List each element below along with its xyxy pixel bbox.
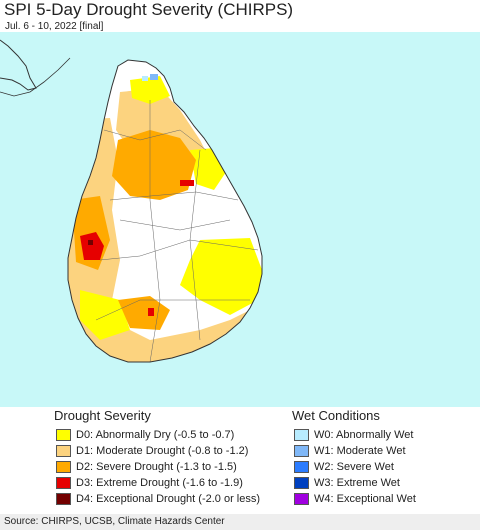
d2-label: D2: Severe Drought (-1.3 to -1.5) [76,461,237,473]
d3-swatch [56,477,71,489]
w1-swatch [294,445,309,457]
d0-label: D0: Abnormally Dry (-0.5 to -0.7) [76,429,235,441]
d4-region-west [88,240,93,245]
w2-label: W2: Severe Wet [314,461,394,473]
wet-legend-item-w3: W3: Extreme Wet [294,476,400,490]
d4-swatch [56,493,71,505]
d0-region-far-north [130,76,170,104]
wet-legend-heading: Wet Conditions [292,408,380,423]
d2-region-central-north [112,130,196,200]
d3-region-south [148,308,154,316]
wet-legend-item-w1: W1: Moderate Wet [294,444,406,458]
w4-label: W4: Exceptional Wet [314,493,416,505]
w4-swatch [294,493,309,505]
w1-region-north [150,74,158,80]
w1-label: W1: Moderate Wet [314,445,406,457]
drought-legend-item-d1: D1: Moderate Drought (-0.8 to -1.2) [56,444,248,458]
source-footer: Source: CHIRPS, UCSB, Climate Hazards Ce… [0,514,480,530]
india-coast [0,39,37,91]
d1-label: D1: Moderate Drought (-0.8 to -1.2) [76,445,249,457]
map-title: SPI 5-Day Drought Severity (CHIRPS) [4,0,294,19]
district-boundaries [95,100,259,362]
d0-region-southwest [80,290,130,340]
w3-swatch [294,477,309,489]
drought-legend-item-d0: D0: Abnormally Dry (-0.5 to -0.7) [56,428,234,442]
wet-legend-item-w2: W2: Severe Wet [294,460,394,474]
drought-legend-item-d4: D4: Exceptional Drought (-2.0 or less) [56,492,260,506]
wet-legend-item-w4: W4: Exceptional Wet [294,492,416,506]
drought-legend-item-d2: D2: Severe Drought (-1.3 to -1.5) [56,460,237,474]
w3-label: W3: Extreme Wet [314,477,400,489]
d2-swatch [56,461,71,473]
drought-legend-item-d3: D3: Extreme Drought (-1.6 to -1.9) [56,476,243,490]
d3-label: D3: Extreme Drought (-1.6 to -1.9) [76,477,243,489]
wet-legend-item-w0: W0: Abnormally Wet [294,428,413,442]
drought-legend-heading: Drought Severity [54,408,151,423]
d0-swatch [56,429,71,441]
d0-region-southeast [180,238,262,315]
d1-swatch [56,445,71,457]
w2-swatch [294,461,309,473]
india-coast-2 [0,57,71,97]
drought-map [0,32,480,407]
w0-region-north [142,76,148,81]
d4-label: D4: Exceptional Drought (-2.0 or less) [76,493,261,505]
d3-region-west [80,232,104,260]
w0-swatch [294,429,309,441]
d1-region-west [68,118,262,362]
d2-region-south [118,296,170,330]
d3-region-east [180,180,194,186]
w0-label: W0: Abnormally Wet [314,429,414,441]
map-subtitle: Jul. 6 - 10, 2022 [final] [5,21,104,32]
